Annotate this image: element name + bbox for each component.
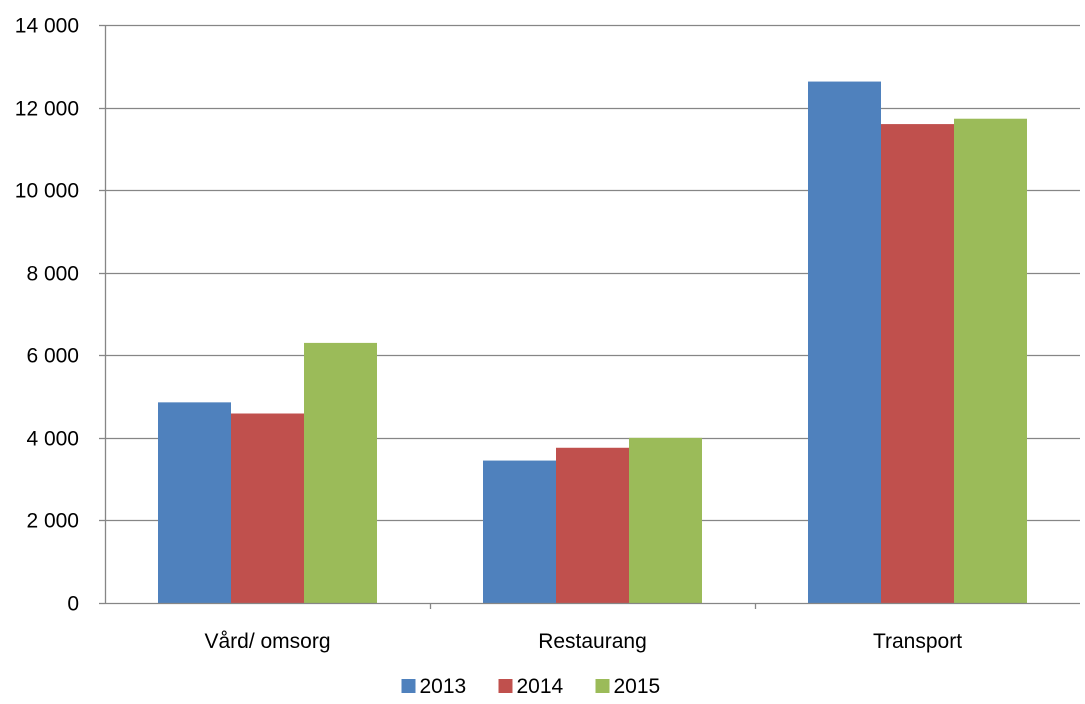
y-tick-label: 8 000 bbox=[26, 263, 79, 286]
legend-label: 2015 bbox=[614, 675, 661, 698]
bar-2013-0 bbox=[158, 402, 231, 603]
y-tick-label: 4 000 bbox=[26, 428, 79, 451]
legend-item-2015: 2015 bbox=[595, 675, 661, 698]
axis-labels: 0 2 000 4 000 6 000 8 000 10 000 12 000 14 000 V… bbox=[15, 15, 962, 654]
legend-label: 2013 bbox=[420, 675, 467, 698]
bar-2014-2 bbox=[881, 124, 954, 603]
legend-label: 2014 bbox=[517, 675, 564, 698]
axes bbox=[99, 24, 1080, 609]
legend-swatch bbox=[498, 679, 513, 693]
bar-2015-1 bbox=[629, 437, 702, 603]
x-category-label: Restaurang bbox=[538, 630, 647, 653]
x-category-label: Transport bbox=[873, 630, 962, 653]
y-tick-label: 12 000 bbox=[15, 98, 79, 121]
y-tick-label: 14 000 bbox=[15, 15, 79, 38]
bar-2014-1 bbox=[556, 447, 629, 603]
bar-2015-0 bbox=[304, 342, 377, 603]
legend-swatch bbox=[401, 679, 416, 693]
bar-2013-1 bbox=[483, 460, 556, 603]
legend-swatch bbox=[595, 679, 610, 693]
y-tick-label: 0 bbox=[67, 593, 79, 616]
y-tick-label: 6 000 bbox=[26, 345, 79, 368]
bar-2014-0 bbox=[231, 413, 304, 603]
bar-2015-2 bbox=[954, 118, 1027, 604]
legend-item-2013: 2013 bbox=[401, 675, 467, 698]
legend-item-2014: 2014 bbox=[498, 675, 564, 698]
y-tick-label: 2 000 bbox=[26, 510, 79, 533]
x-category-label: Vård/ omsorg bbox=[204, 630, 330, 653]
y-tick-label: 10 000 bbox=[15, 180, 79, 203]
legend: 2013 2014 2015 bbox=[401, 675, 661, 698]
bars bbox=[158, 81, 1027, 604]
bar-2013-2 bbox=[808, 81, 881, 604]
